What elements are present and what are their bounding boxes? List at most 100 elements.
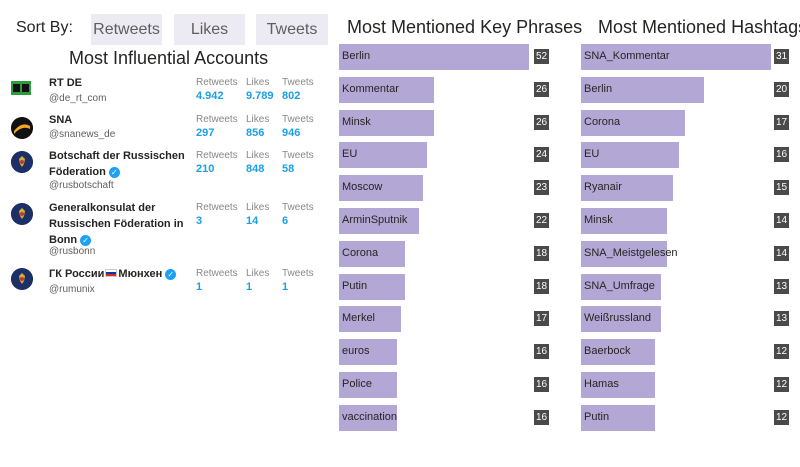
hashtag-row[interactable]: SNA_Meistgelesen 14 <box>581 240 794 267</box>
account-name: SNA <box>49 114 73 126</box>
account-row[interactable]: RT DE @de_rt_com Retweets Likes Tweets 4… <box>0 75 335 110</box>
account-row[interactable]: SNA @snanews_de Retweets Likes Tweets 29… <box>0 112 335 147</box>
hashtag-bar <box>581 372 655 398</box>
hashtag-count-badge: 14 <box>774 245 789 261</box>
key-phrase-count-badge: 26 <box>534 81 549 97</box>
key-phrase-bar <box>339 142 427 169</box>
key-phrase-row[interactable]: EU 24 <box>339 142 554 169</box>
hashtag-label: Berlin <box>584 82 613 95</box>
hashtag-row[interactable]: SNA_Umfrage 13 <box>581 273 794 300</box>
hashtags-title: Most Mentioned Hashtags <box>598 17 800 37</box>
key-phrase-label: Berlin <box>342 50 371 62</box>
verified-badge-icon: ✓ <box>108 167 120 178</box>
account-row[interactable]: ГК России Мюнхен ✓ @rumunix Retweets Likes… <box>0 266 335 301</box>
russia-flag-icon <box>105 269 118 277</box>
key-phrase-label: Merkel <box>342 312 376 325</box>
key-phrase-bar <box>339 273 405 300</box>
key-phrase-bar <box>339 306 402 333</box>
key-phrase-label: Police <box>342 378 372 390</box>
hashtag-bar <box>581 208 667 234</box>
key-phrase-count-badge: 52 <box>534 49 549 64</box>
tweets-value: 946 <box>282 127 301 139</box>
hashtag-count-badge: 16 <box>774 147 789 163</box>
hashtag-label: EU <box>584 148 600 161</box>
key-phrase-label: Kommentar <box>342 82 399 95</box>
hashtag-row[interactable]: Baerbock 12 <box>581 339 794 366</box>
key-phrase-bar <box>339 208 420 234</box>
hashtag-bar <box>581 142 680 169</box>
hashtag-count-badge: 12 <box>774 344 789 360</box>
russian-emblem-icon <box>11 151 33 173</box>
hashtag-bar <box>581 273 661 300</box>
key-phrase-row[interactable]: Merkel 17 <box>339 306 554 333</box>
hashtag-row[interactable]: SNA_Kommentar 31 <box>581 44 794 70</box>
hashtag-count-badge: 12 <box>774 409 789 425</box>
key-phrase-label: euros <box>342 345 370 358</box>
hashtag-row[interactable]: Putin 12 <box>581 404 794 431</box>
hashtag-label: Corona <box>584 115 621 128</box>
likes-value: 856 <box>246 127 265 139</box>
key-phrase-row[interactable]: Corona 18 <box>339 240 554 267</box>
retweets-label: Retweets <box>196 77 238 88</box>
account-name: RT DE <box>49 77 82 89</box>
likes-value: 14 <box>246 215 259 227</box>
account-row[interactable]: Generalkonsulat der Russischen Föderatio… <box>0 200 335 260</box>
russian-emblem-icon <box>11 203 33 225</box>
verified-badge-icon: ✓ <box>165 269 177 280</box>
key-phrase-count-badge: 17 <box>534 311 549 327</box>
hashtag-count-badge: 12 <box>774 377 789 392</box>
tweets-label: Tweets <box>282 77 314 88</box>
hashtag-label: Minsk <box>584 214 613 226</box>
key-phrase-row[interactable]: vaccination 16 <box>339 404 554 431</box>
hashtag-row[interactable]: EU 16 <box>581 142 794 169</box>
account-handle: @rusbonn <box>49 246 96 257</box>
key-phrase-row[interactable]: Berlin 52 <box>339 44 554 70</box>
key-phrase-bar <box>339 44 529 70</box>
verified-badge-icon: ✓ <box>80 235 92 246</box>
retweets-label: Retweets <box>196 114 238 125</box>
sna-logo-icon <box>11 117 33 139</box>
key-phrase-row[interactable]: Minsk 26 <box>339 109 554 136</box>
key-phrase-bar <box>339 76 434 103</box>
tweets-label: Tweets <box>282 202 314 213</box>
key-phrase-row[interactable]: euros 16 <box>339 339 554 366</box>
key-phrase-row[interactable]: Putin 18 <box>339 273 554 300</box>
hashtag-count-badge: 13 <box>774 311 789 327</box>
hashtag-row[interactable]: Ryanair 15 <box>581 175 794 202</box>
retweets-label: Retweets <box>196 202 238 213</box>
key-phrase-bar <box>339 339 398 366</box>
account-row[interactable]: Botschaft der Russischen Föderation ✓ @ru… <box>0 148 335 192</box>
hashtag-count-badge: 15 <box>774 180 789 196</box>
tweets-value: 6 <box>282 215 289 227</box>
retweets-label: Retweets <box>196 268 238 279</box>
retweets-value: 1 <box>196 281 203 293</box>
key-phrase-row[interactable]: Police 16 <box>339 372 554 398</box>
hashtag-row[interactable]: Minsk 14 <box>581 208 794 234</box>
hashtag-row[interactable]: Weißrussland 13 <box>581 306 794 333</box>
hashtag-count-badge: 13 <box>774 278 789 294</box>
key-phrase-label: Putin <box>342 279 368 292</box>
key-phrase-count-badge: 18 <box>534 278 549 294</box>
key-phrase-row[interactable]: ArminSputnik 22 <box>339 208 554 234</box>
hashtag-row[interactable]: Berlin 20 <box>581 76 794 103</box>
hashtag-row[interactable]: Corona 17 <box>581 109 794 136</box>
account-name: ГК России Мюнхен ✓ <box>49 266 209 282</box>
key-phrase-row[interactable]: Kommentar 26 <box>339 76 554 103</box>
key-phrase-count-badge: 18 <box>534 245 549 261</box>
hashtag-count-badge: 17 <box>774 114 789 130</box>
key-phrase-count-badge: 22 <box>534 213 549 228</box>
key-phrase-count-badge: 16 <box>534 377 549 392</box>
hashtag-bar <box>581 109 686 136</box>
key-phrase-bar <box>339 109 434 136</box>
likes-label: Likes <box>246 114 270 125</box>
key-phrase-label: Minsk <box>342 115 371 128</box>
sort-likes-button[interactable]: Likes <box>174 14 245 45</box>
tweets-value: 1 <box>282 281 289 293</box>
hashtag-row[interactable]: Hamas 12 <box>581 372 794 398</box>
key-phrase-row[interactable]: Moscow 23 <box>339 175 554 202</box>
key-phrase-count-badge: 16 <box>534 344 549 360</box>
tweets-label: Tweets <box>282 114 314 125</box>
hashtag-label: Weißrussland <box>584 312 652 325</box>
sort-tweets-button[interactable]: Tweets <box>256 14 328 45</box>
sort-retweets-button[interactable]: Retweets <box>91 14 162 45</box>
